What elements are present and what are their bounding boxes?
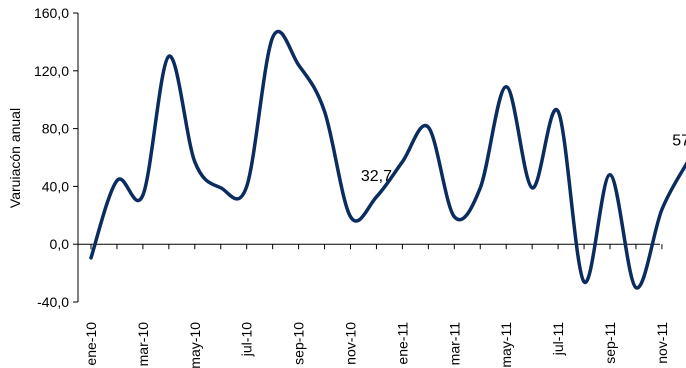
x-tick-label: may-10 — [187, 322, 203, 368]
y-axis-title: Varuiacón anual — [7, 108, 23, 208]
series-layer — [89, 29, 686, 290]
y-axis: -40,0 0,0 40,0 80,0 120,0 160,0 — [34, 5, 79, 310]
data-label-layer: 32,7 57,2 — [361, 133, 686, 185]
y-tick-label: 80,0 — [42, 121, 69, 137]
y-tick-label: -40,0 — [37, 294, 69, 310]
x-tick-label: mar-11 — [446, 322, 462, 366]
x-tick-label: sep-11 — [602, 322, 618, 364]
x-tick-label: nov-10 — [343, 322, 359, 365]
x-axis: ene-10 mar-10 may-10 jul-10 sep-10 nov-10 ene-… — [78, 243, 670, 368]
x-tick-label: nov-11 — [654, 322, 670, 364]
data-label: 57,2 — [672, 133, 686, 150]
x-tick-label: sep-10 — [291, 322, 307, 365]
x-tick-label: jul-11 — [550, 322, 566, 356]
x-tick-label: ene-10 — [83, 322, 99, 366]
data-label: 32,7 — [361, 168, 392, 185]
x-tick-label: mar-10 — [135, 322, 151, 367]
series-line — [89, 29, 686, 290]
x-tick-label: ene-11 — [394, 322, 410, 365]
y-tick-label: 0,0 — [50, 236, 70, 252]
x-tick-label: jul-10 — [239, 322, 255, 357]
y-tick-label: 40,0 — [42, 178, 69, 194]
y-tick-label: 120,0 — [34, 63, 69, 79]
x-tick-label: may-11 — [498, 322, 514, 368]
y-tick-label: 160,0 — [34, 5, 69, 21]
